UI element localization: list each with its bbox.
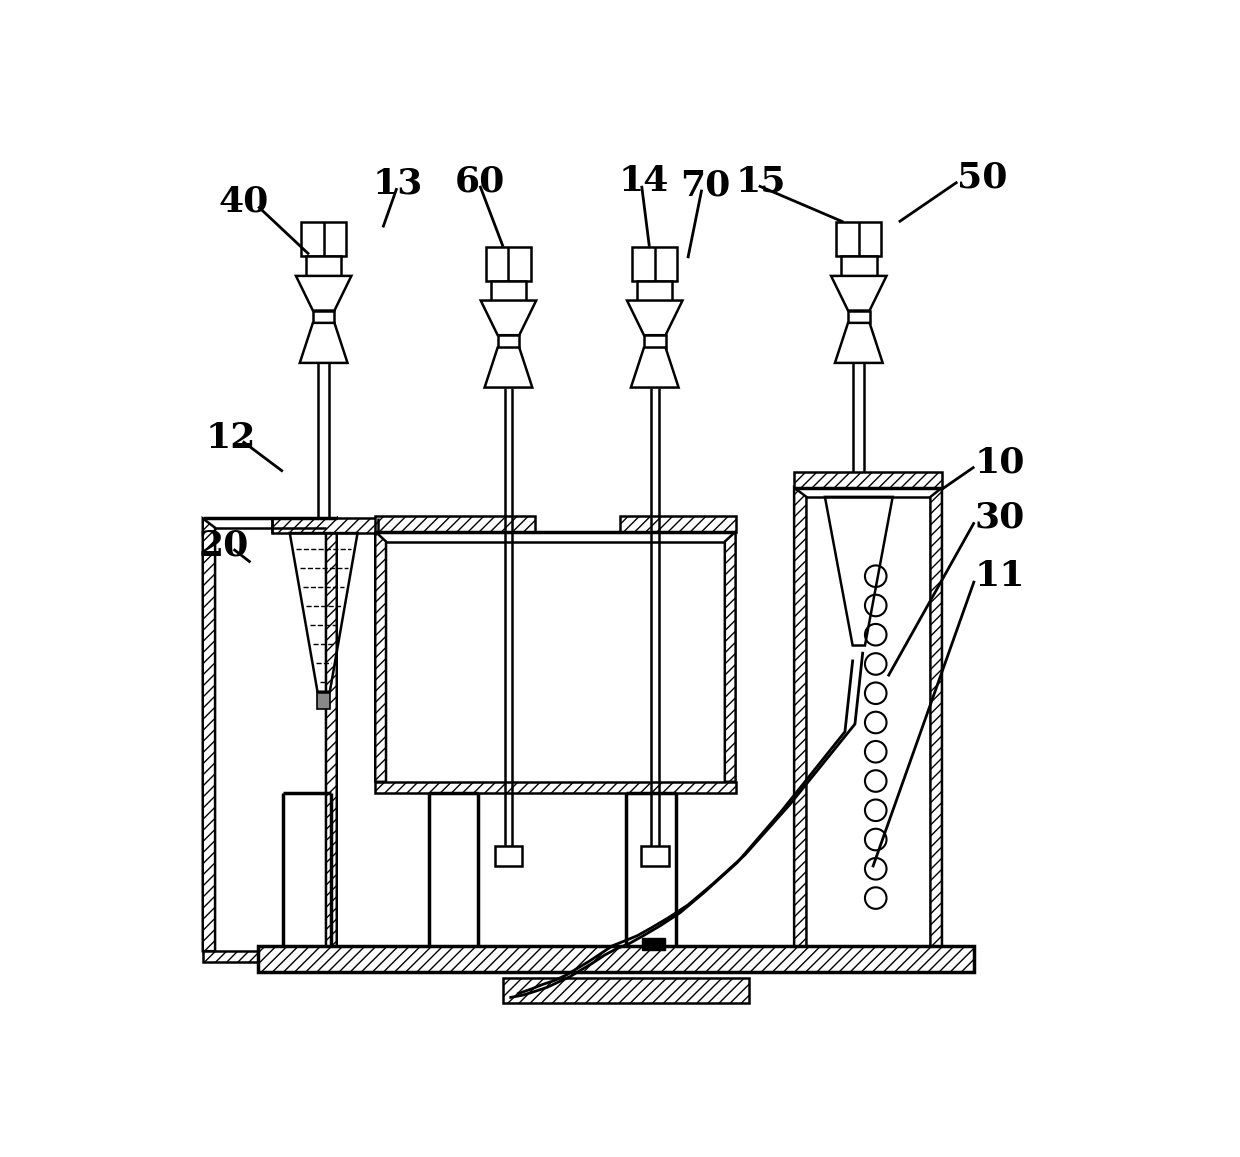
Polygon shape	[632, 246, 677, 280]
Text: 11: 11	[975, 559, 1024, 594]
Polygon shape	[326, 518, 337, 951]
Text: 40: 40	[218, 185, 269, 219]
Polygon shape	[376, 516, 536, 531]
Text: 12: 12	[206, 421, 257, 455]
Polygon shape	[725, 531, 735, 782]
Text: 14: 14	[619, 164, 668, 198]
Polygon shape	[497, 336, 520, 347]
Polygon shape	[641, 846, 668, 865]
Polygon shape	[203, 951, 337, 961]
Polygon shape	[258, 945, 975, 972]
Polygon shape	[835, 323, 883, 363]
Polygon shape	[620, 516, 735, 531]
Polygon shape	[272, 517, 378, 533]
Text: 30: 30	[975, 501, 1024, 535]
Polygon shape	[627, 301, 682, 336]
Polygon shape	[376, 782, 735, 793]
Polygon shape	[930, 487, 942, 951]
Polygon shape	[631, 347, 678, 388]
Polygon shape	[203, 518, 215, 951]
Polygon shape	[644, 336, 666, 347]
Polygon shape	[841, 256, 877, 275]
Polygon shape	[301, 222, 346, 256]
Polygon shape	[312, 310, 335, 323]
Polygon shape	[306, 256, 341, 275]
Text: 13: 13	[372, 167, 423, 200]
Polygon shape	[495, 846, 522, 865]
Polygon shape	[837, 222, 882, 256]
Polygon shape	[317, 692, 330, 708]
Polygon shape	[376, 531, 386, 782]
Polygon shape	[831, 275, 887, 310]
Polygon shape	[481, 301, 536, 336]
Text: 70: 70	[681, 168, 730, 202]
Polygon shape	[794, 951, 942, 961]
Polygon shape	[794, 487, 806, 951]
Text: 20: 20	[198, 529, 248, 562]
Text: 15: 15	[735, 164, 786, 198]
Polygon shape	[503, 978, 749, 1003]
Text: 10: 10	[975, 445, 1024, 479]
Polygon shape	[300, 323, 347, 363]
Polygon shape	[641, 938, 665, 950]
Polygon shape	[491, 280, 526, 301]
Polygon shape	[296, 275, 351, 310]
Text: 60: 60	[455, 164, 505, 198]
Polygon shape	[485, 347, 532, 388]
Text: 50: 50	[957, 161, 1008, 194]
Polygon shape	[637, 280, 672, 301]
Polygon shape	[794, 472, 942, 487]
Polygon shape	[486, 246, 531, 280]
Polygon shape	[848, 310, 869, 323]
